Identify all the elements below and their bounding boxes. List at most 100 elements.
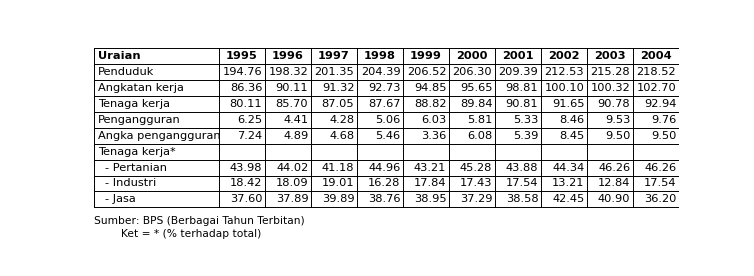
Text: 19.01: 19.01 [322, 179, 354, 189]
Text: 38.58: 38.58 [506, 194, 538, 205]
Text: 91.65: 91.65 [552, 99, 584, 109]
Text: 2004: 2004 [640, 51, 671, 61]
Text: 215.28: 215.28 [590, 67, 630, 77]
Text: 90.11: 90.11 [276, 83, 308, 93]
Text: 46.26: 46.26 [598, 163, 630, 172]
Text: 36.20: 36.20 [644, 194, 676, 205]
Text: Angka pengangguran: Angka pengangguran [98, 131, 220, 141]
Text: 44.34: 44.34 [552, 163, 584, 172]
Text: 98.81: 98.81 [506, 83, 538, 93]
Text: 12.84: 12.84 [598, 179, 630, 189]
Text: 92.73: 92.73 [368, 83, 400, 93]
Text: 44.02: 44.02 [276, 163, 308, 172]
Text: Pengangguran: Pengangguran [98, 115, 180, 125]
Text: 18.42: 18.42 [230, 179, 262, 189]
Text: 4.89: 4.89 [283, 131, 308, 141]
Text: 1997: 1997 [318, 51, 350, 61]
Text: 206.52: 206.52 [407, 67, 446, 77]
Text: 5.39: 5.39 [513, 131, 538, 141]
Text: 91.32: 91.32 [322, 83, 354, 93]
Text: 43.88: 43.88 [506, 163, 538, 172]
Text: 2003: 2003 [594, 51, 625, 61]
Text: 5.81: 5.81 [467, 115, 492, 125]
Text: 3.36: 3.36 [421, 131, 446, 141]
Text: 45.28: 45.28 [460, 163, 492, 172]
Text: 90.78: 90.78 [598, 99, 630, 109]
Text: 2000: 2000 [456, 51, 487, 61]
Text: 8.46: 8.46 [559, 115, 584, 125]
Text: Uraian: Uraian [98, 51, 140, 61]
Text: 87.67: 87.67 [368, 99, 400, 109]
Text: 4.41: 4.41 [284, 115, 308, 125]
Text: 6.08: 6.08 [467, 131, 492, 141]
Text: Penduduk: Penduduk [98, 67, 154, 77]
Text: 42.45: 42.45 [552, 194, 584, 205]
Text: 9.50: 9.50 [651, 131, 676, 141]
Text: 1996: 1996 [271, 51, 304, 61]
Text: - Jasa: - Jasa [105, 194, 136, 205]
Text: 9.53: 9.53 [605, 115, 630, 125]
Text: 9.50: 9.50 [605, 131, 630, 141]
Text: 8.45: 8.45 [559, 131, 584, 141]
Text: Angkatan kerja: Angkatan kerja [98, 83, 184, 93]
Text: 37.89: 37.89 [276, 194, 308, 205]
Text: 92.94: 92.94 [644, 99, 676, 109]
Text: 95.65: 95.65 [460, 83, 492, 93]
Text: 17.43: 17.43 [460, 179, 492, 189]
Text: 87.05: 87.05 [322, 99, 354, 109]
Text: 38.76: 38.76 [368, 194, 400, 205]
Text: Tenaga kerja*: Tenaga kerja* [98, 147, 176, 156]
Text: 204.39: 204.39 [360, 67, 400, 77]
Text: 5.46: 5.46 [375, 131, 400, 141]
Text: 9.76: 9.76 [651, 115, 676, 125]
Text: - Industri: - Industri [105, 179, 156, 189]
Text: 1999: 1999 [409, 51, 442, 61]
Text: 6.25: 6.25 [238, 115, 262, 125]
Text: 17.54: 17.54 [506, 179, 538, 189]
Text: 206.30: 206.30 [452, 67, 492, 77]
Text: 201.35: 201.35 [314, 67, 354, 77]
Text: 209.39: 209.39 [498, 67, 538, 77]
Text: 2001: 2001 [502, 51, 533, 61]
Text: 38.95: 38.95 [414, 194, 446, 205]
Text: 90.81: 90.81 [506, 99, 538, 109]
Text: 194.76: 194.76 [222, 67, 262, 77]
Text: 43.98: 43.98 [230, 163, 262, 172]
Text: 88.82: 88.82 [414, 99, 446, 109]
Text: 86.36: 86.36 [230, 83, 262, 93]
Text: 1998: 1998 [363, 51, 396, 61]
Text: 4.68: 4.68 [329, 131, 354, 141]
Text: 85.70: 85.70 [276, 99, 308, 109]
Text: 5.06: 5.06 [375, 115, 400, 125]
Text: 100.32: 100.32 [590, 83, 630, 93]
Text: 40.90: 40.90 [598, 194, 630, 205]
Text: 17.84: 17.84 [414, 179, 446, 189]
Text: 1995: 1995 [226, 51, 258, 61]
Text: 102.70: 102.70 [636, 83, 676, 93]
Text: 13.21: 13.21 [552, 179, 584, 189]
Text: 6.03: 6.03 [421, 115, 446, 125]
Text: 41.18: 41.18 [322, 163, 354, 172]
Text: 16.28: 16.28 [368, 179, 400, 189]
Text: 198.32: 198.32 [268, 67, 308, 77]
Text: 44.96: 44.96 [368, 163, 400, 172]
Text: 4.28: 4.28 [329, 115, 354, 125]
Text: 43.21: 43.21 [414, 163, 446, 172]
Text: 18.09: 18.09 [276, 179, 308, 189]
Text: - Pertanian: - Pertanian [105, 163, 167, 172]
Text: 7.24: 7.24 [238, 131, 262, 141]
Text: 218.52: 218.52 [636, 67, 676, 77]
Text: 94.85: 94.85 [414, 83, 446, 93]
Text: Sumber: BPS (Berbagai Tahun Terbitan): Sumber: BPS (Berbagai Tahun Terbitan) [94, 216, 305, 226]
Text: 5.33: 5.33 [513, 115, 538, 125]
Text: 80.11: 80.11 [230, 99, 262, 109]
Text: 89.84: 89.84 [460, 99, 492, 109]
Text: 17.54: 17.54 [644, 179, 676, 189]
Text: 100.10: 100.10 [544, 83, 584, 93]
Text: 39.89: 39.89 [322, 194, 354, 205]
Text: 37.29: 37.29 [460, 194, 492, 205]
Text: 46.26: 46.26 [644, 163, 676, 172]
Text: 2002: 2002 [548, 51, 579, 61]
Text: 37.60: 37.60 [230, 194, 262, 205]
Text: 212.53: 212.53 [544, 67, 584, 77]
